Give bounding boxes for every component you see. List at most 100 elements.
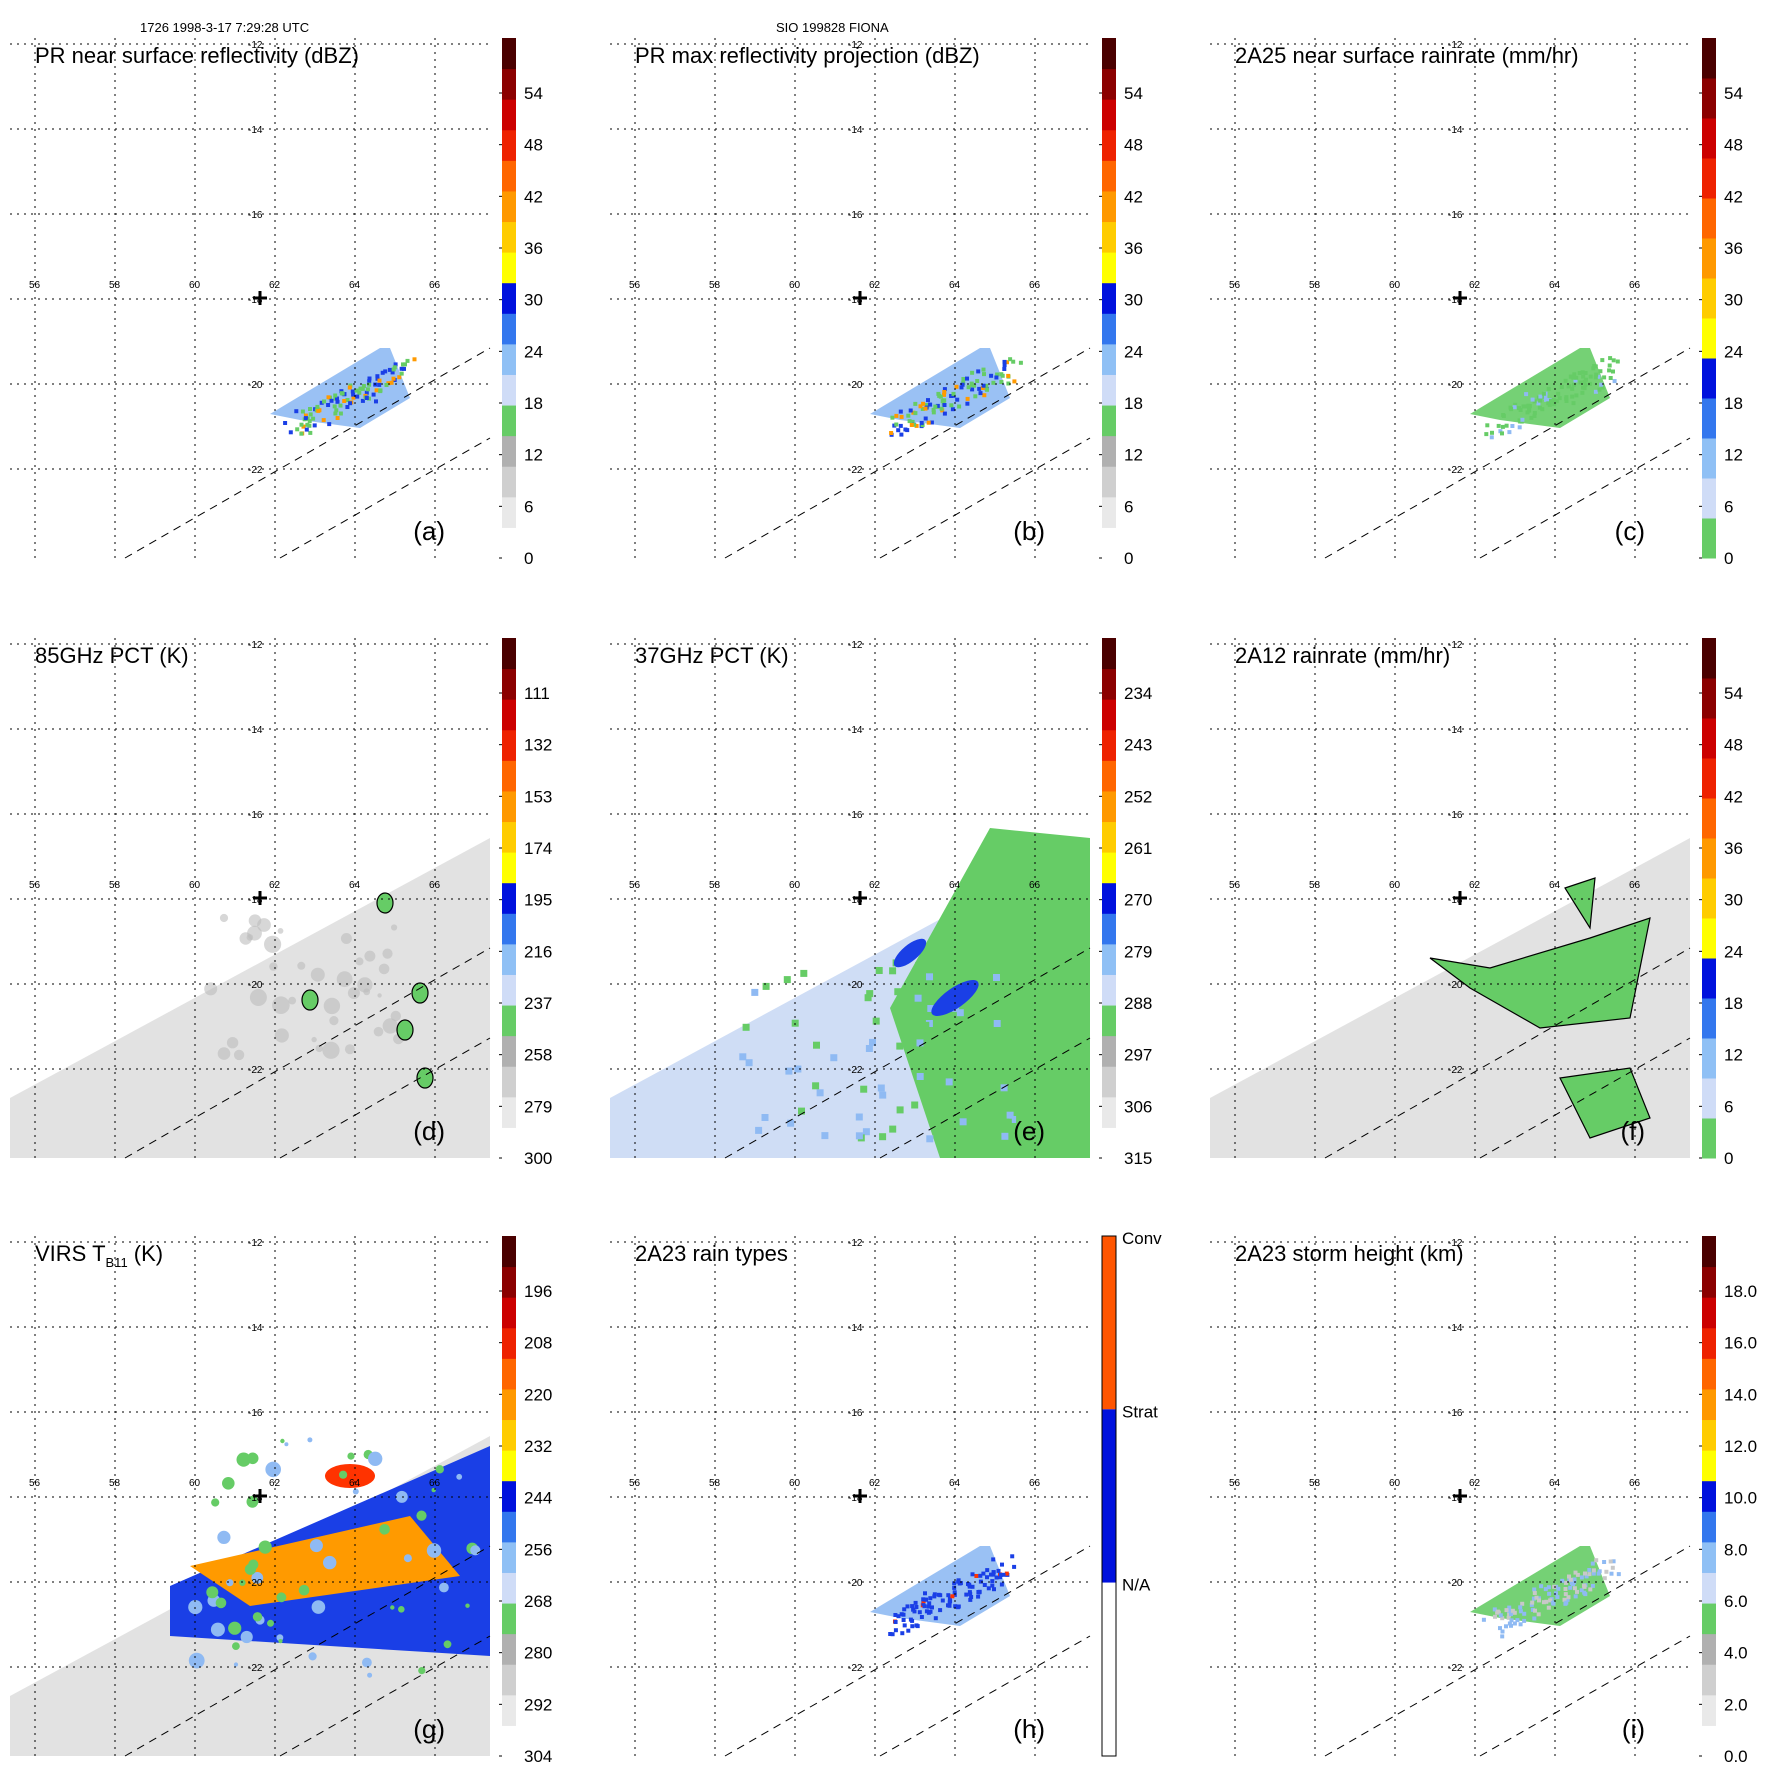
pixel [940, 1598, 945, 1603]
colorbar-tick-label: 36 [1724, 839, 1743, 858]
pixel [1526, 403, 1531, 408]
lat-tick-label: -16 [248, 1408, 263, 1419]
pixel [1591, 366, 1596, 371]
colorbar-tick-label: 0 [1724, 1149, 1733, 1168]
pixel [913, 411, 918, 416]
pixel [329, 398, 334, 403]
lat-tick-label: -22 [1448, 465, 1463, 476]
colorbar-tick-label: 174 [524, 839, 552, 858]
data-field [270, 348, 417, 436]
colorbar-segment [1702, 1725, 1716, 1757]
lon-tick-label: 66 [1029, 880, 1041, 891]
pixel [1599, 382, 1604, 387]
colorbar-tick-label: Strat [1122, 1402, 1158, 1421]
pixel [355, 957, 364, 966]
pixel [344, 1044, 355, 1055]
lon-tick-label: 66 [1629, 280, 1641, 291]
pixel [1537, 1598, 1541, 1603]
pixel [1611, 1559, 1616, 1564]
lon-tick-label: 58 [709, 880, 721, 891]
colorbar-segment [1702, 1038, 1716, 1079]
pixel [931, 410, 936, 415]
colorbar-tick-label: 48 [1124, 136, 1143, 155]
pixel [1563, 1592, 1568, 1597]
pixel [927, 1601, 932, 1606]
pixel [272, 996, 290, 1014]
pixel [354, 388, 359, 393]
colorbar-tick-label: 268 [524, 1592, 552, 1611]
swath-edges [724, 947, 1091, 1159]
lon-tick-label: 64 [949, 280, 961, 291]
pixel [913, 1600, 918, 1605]
pixel [1587, 1568, 1592, 1572]
colorbar-segment [1702, 1511, 1716, 1543]
colorbar-frame [1101, 1235, 1117, 1757]
colorbar-tick-label: 280 [524, 1644, 552, 1663]
colorbar-segment [1102, 1005, 1116, 1037]
grid [1210, 638, 1716, 1158]
swath-edge [879, 1635, 1091, 1757]
colorbar-tick-label: 6 [1124, 497, 1133, 516]
pixel [1498, 1613, 1503, 1618]
pixel [347, 987, 360, 999]
pixel [924, 1609, 929, 1614]
colorbar-tick-label: 279 [524, 1097, 552, 1116]
pixel [1008, 357, 1013, 362]
panel-title: 2A23 storm height (km) [1235, 1241, 1464, 1266]
pixel [1580, 370, 1585, 375]
colorbar-tick-label: 297 [1124, 1046, 1152, 1065]
colorbar-segment [1702, 798, 1716, 839]
lat-tick-label: -20 [1448, 1578, 1463, 1589]
pixel [338, 403, 343, 408]
pixel [902, 1623, 907, 1628]
lon-tick-label: 56 [29, 880, 41, 891]
pixel [326, 395, 331, 400]
swath-edge [1479, 1635, 1691, 1757]
pixel [1574, 393, 1579, 398]
pixel [402, 366, 406, 371]
pixel [898, 423, 903, 428]
pixel [1512, 405, 1517, 410]
pixel [1588, 1587, 1593, 1592]
colorbar-tick-label: 24 [1124, 342, 1143, 361]
pixel [830, 1054, 838, 1062]
pixel [336, 971, 353, 988]
colorbar-segment [1702, 278, 1716, 319]
pixel [274, 1028, 289, 1043]
colorbar-tick-label: 244 [524, 1489, 552, 1508]
pixel [226, 1579, 234, 1587]
data-field [1470, 348, 1620, 440]
pixel [897, 1000, 905, 1008]
pixel [345, 398, 350, 402]
colorbar-tick-label: 132 [524, 736, 552, 755]
pixel [382, 1018, 398, 1034]
pixel [970, 387, 975, 392]
pixel [893, 1628, 898, 1633]
colorbar-segment [1702, 478, 1716, 519]
pixel [920, 1003, 927, 1011]
colorbar-segment [1702, 238, 1716, 279]
lon-tick-label: 56 [629, 880, 641, 891]
pixel [1581, 374, 1586, 379]
panel-d: 56 58 60 62 64 66 -12 -14 -16 -18 -20 -22 85GHz PCT … [10, 638, 552, 1168]
pixel [1569, 374, 1573, 379]
pixel [1530, 1600, 1535, 1605]
pixel [1570, 1581, 1574, 1585]
colorbar-segment [1702, 1327, 1716, 1359]
colorbar-segment [502, 1005, 516, 1037]
lon-tick-label: 66 [1029, 1478, 1041, 1489]
pixel [1002, 363, 1007, 367]
colorbar-segment [502, 190, 516, 223]
colorbar-segment [502, 821, 516, 853]
pixel [233, 1049, 245, 1061]
colorbar-segment [502, 1388, 516, 1421]
pixel [367, 379, 372, 384]
pixel [1583, 371, 1588, 375]
colorbar-segment [1702, 1603, 1716, 1635]
pixel [1565, 1597, 1570, 1602]
pixel [1563, 378, 1568, 383]
pixel [1602, 1576, 1607, 1581]
colorbar-segment [502, 343, 516, 375]
pixel [307, 419, 312, 424]
